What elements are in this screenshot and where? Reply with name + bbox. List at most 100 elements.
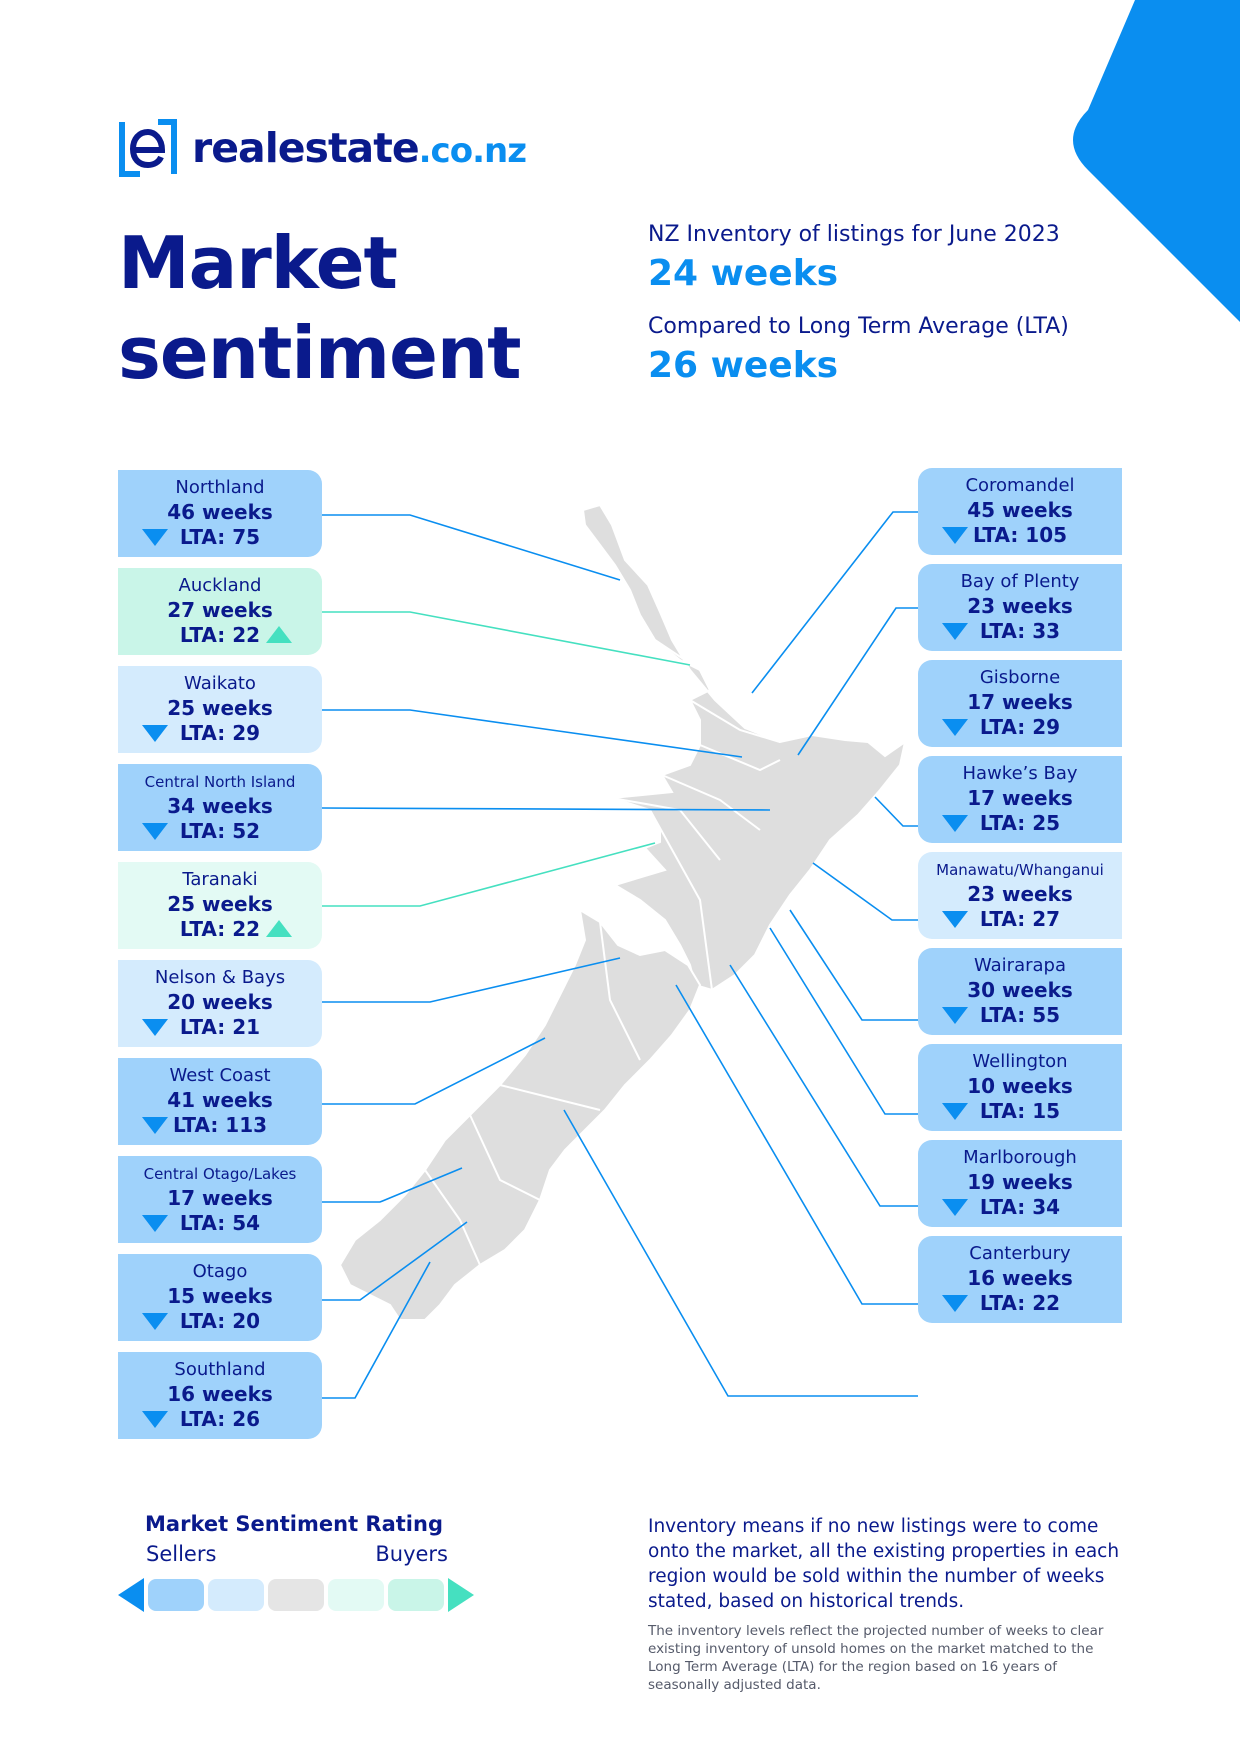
note-small: The inventory levels reflect the project… xyxy=(648,1623,1104,1693)
logo-name: realestate xyxy=(192,124,420,172)
region-weeks: 30 weeks xyxy=(967,978,1073,1002)
region-lta-row: LTA: 29 xyxy=(118,721,322,746)
headline-stats: NZ Inventory of listings for June 2023 2… xyxy=(648,220,1069,404)
legend-ends: Sellers Buyers xyxy=(146,1542,448,1566)
region-card-taranaki: Taranaki 25 weeks LTA: 22 xyxy=(118,862,322,949)
north-island-shape xyxy=(581,503,907,992)
swatch-buyers xyxy=(328,1579,384,1611)
region-weeks: 34 weeks xyxy=(167,794,273,818)
trend-down-icon xyxy=(142,823,168,840)
region-lta-row: LTA: 34 xyxy=(918,1195,1122,1220)
region-card-wairarapa: Wairarapa 30 weeks LTA: 55 xyxy=(918,948,1122,1035)
region-weeks: 17 weeks xyxy=(967,690,1073,714)
region-weeks: 45 weeks xyxy=(967,498,1073,522)
region-card-canterbury: Canterbury 16 weeks LTA: 22 xyxy=(918,1236,1122,1323)
region-name: Taranaki xyxy=(182,869,258,890)
trend-down-icon xyxy=(142,1215,168,1232)
trend-down-icon xyxy=(942,1295,968,1312)
leader-line-northland xyxy=(322,514,621,581)
region-name: Manawatu/Whanganui xyxy=(936,861,1104,879)
region-name: Gisborne xyxy=(979,667,1061,688)
sentiment-legend: Market Sentiment Rating Sellers Buyers xyxy=(118,1512,478,1612)
region-name: Auckland xyxy=(178,575,262,596)
region-card-central-north-island: Central North Island 34 weeks LTA: 52 xyxy=(118,764,322,851)
region-lta: LTA: 52 xyxy=(179,819,261,843)
leader-line-west-coast xyxy=(322,1037,546,1105)
region-name: Marlborough xyxy=(963,1147,1077,1168)
region-weeks: 19 weeks xyxy=(967,1170,1073,1194)
brand-logo: realestate.co.nz xyxy=(118,118,527,178)
region-lta: LTA: 22 xyxy=(979,1291,1061,1315)
region-lta-row: LTA: 75 xyxy=(118,525,322,550)
legend-scale xyxy=(118,1578,478,1612)
region-lta-row: LTA: 54 xyxy=(118,1211,322,1236)
region-card-waikato: Waikato 25 weeks LTA: 29 xyxy=(118,666,322,753)
region-weeks: 15 weeks xyxy=(167,1284,273,1308)
region-card-coromandel: Coromandel 45 weeks LTA: 105 xyxy=(918,468,1122,555)
region-lta-row: LTA: 52 xyxy=(118,819,322,844)
region-lta: LTA: 21 xyxy=(179,1015,261,1039)
region-name: Nelson & Bays xyxy=(154,967,286,988)
region-card-southland: Southland 16 weeks LTA: 26 xyxy=(118,1352,322,1439)
legend-sellers-label: Sellers xyxy=(146,1542,217,1566)
region-weeks: 17 weeks xyxy=(167,1186,273,1210)
trend-down-icon xyxy=(142,1313,168,1330)
region-card-nelson-bays: Nelson & Bays 20 weeks LTA: 21 xyxy=(118,960,322,1047)
region-lta: LTA: 27 xyxy=(979,907,1061,931)
region-name: Waikato xyxy=(184,673,256,694)
leader-line-southland xyxy=(322,1261,431,1399)
region-lta-row: LTA: 25 xyxy=(918,811,1122,836)
trend-down-icon xyxy=(942,1103,968,1120)
region-name: Wellington xyxy=(972,1051,1068,1072)
region-lta: LTA: 22 xyxy=(179,623,261,647)
region-weeks: 23 weeks xyxy=(967,882,1073,906)
region-card-northland: Northland 46 weeks LTA: 75 xyxy=(118,470,322,557)
trend-down-icon xyxy=(942,911,968,928)
region-weeks: 10 weeks xyxy=(967,1074,1073,1098)
region-name: Coromandel xyxy=(965,475,1075,496)
trend-down-icon xyxy=(142,1117,168,1134)
region-name: Canterbury xyxy=(969,1243,1071,1264)
region-weeks: 16 weeks xyxy=(967,1266,1073,1290)
region-lta: LTA: 29 xyxy=(179,721,261,745)
region-lta: LTA: 113 xyxy=(172,1113,268,1137)
swatch-strong-buyers xyxy=(388,1579,444,1611)
region-weeks: 46 weeks xyxy=(167,500,273,524)
trend-down-icon xyxy=(142,1411,168,1428)
region-card-auckland: Auckland 27 weeks LTA: 22 xyxy=(118,568,322,655)
region-card-gisborne: Gisborne 17 weeks LTA: 29 xyxy=(918,660,1122,747)
trend-up-icon xyxy=(266,626,292,643)
leader-line-wairarapa xyxy=(769,927,918,1115)
region-lta-row: LTA: 105 xyxy=(918,523,1122,548)
inventory-notes: Inventory means if no new listings were … xyxy=(648,1514,1128,1694)
region-lta-row: LTA: 15 xyxy=(918,1099,1122,1124)
region-lta-row: LTA: 33 xyxy=(918,619,1122,644)
leader-line-taranaki xyxy=(322,842,656,907)
leader-line-central-otago xyxy=(322,1167,463,1203)
region-lta-row: LTA: 27 xyxy=(918,907,1122,932)
leader-line-gisborne xyxy=(874,796,918,827)
lta-value: 26 weeks xyxy=(648,345,839,386)
logo-mark-icon xyxy=(119,119,177,177)
trend-down-icon xyxy=(142,725,168,742)
lta-label: Compared to Long Term Average (LTA) xyxy=(648,314,1069,339)
leader-line-marlborough xyxy=(675,984,918,1305)
region-card-marlborough: Marlborough 19 weeks LTA: 34 xyxy=(918,1140,1122,1227)
region-name: Southland xyxy=(174,1359,266,1380)
trend-down-icon xyxy=(942,815,968,832)
region-lta: LTA: 29 xyxy=(979,715,1061,739)
region-weeks: 20 weeks xyxy=(167,990,273,1014)
region-weeks: 25 weeks xyxy=(167,696,273,720)
region-card-central-otago-lakes: Central Otago/Lakes 17 weeks LTA: 54 xyxy=(118,1156,322,1243)
trend-up-icon xyxy=(266,920,292,937)
logo-tld: .co.nz xyxy=(418,131,527,171)
leader-line-auckland xyxy=(322,611,691,666)
region-card-west-coast: West Coast 41 weeks LTA: 113 xyxy=(118,1058,322,1145)
leader-line-hawkes-bay xyxy=(812,862,918,921)
trend-down-icon xyxy=(942,1007,968,1024)
leader-line-canterbury xyxy=(563,1109,918,1397)
region-weeks: 16 weeks xyxy=(167,1382,273,1406)
region-name: Northland xyxy=(175,477,265,498)
page-title-line2: sentiment xyxy=(118,311,522,395)
